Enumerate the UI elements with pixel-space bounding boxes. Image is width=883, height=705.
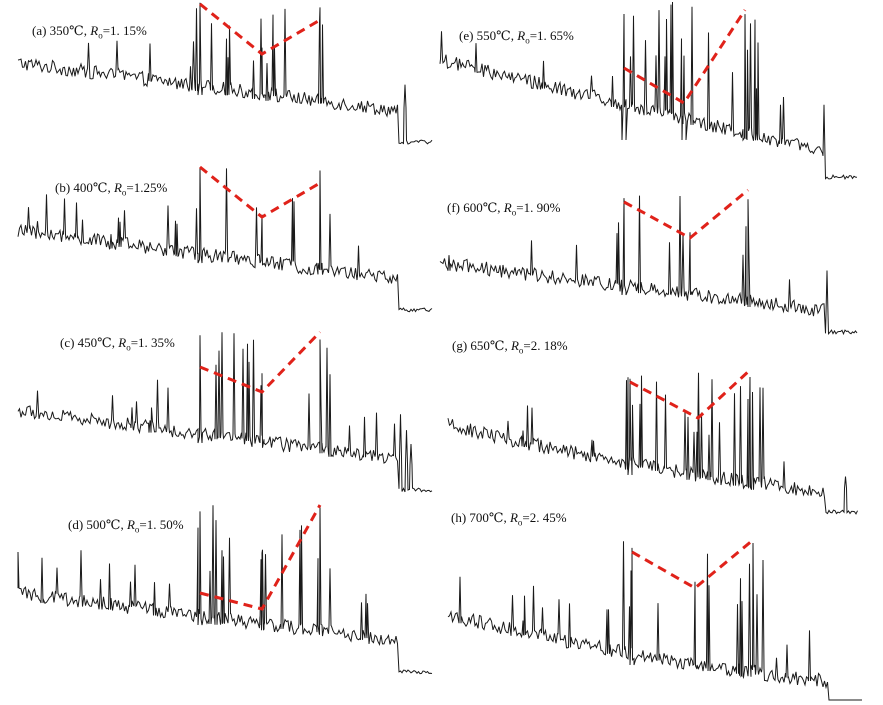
trend-line-a [199,2,321,56]
trend-line-e [623,9,747,106]
panel-f [439,188,858,336]
chromatogram-trace-a [17,2,433,145]
panel-label-f: (f) 600℃, Ro=1. 90% [447,200,561,218]
panel-label-d: (d) 500℃, Ro=1. 50% [68,517,184,535]
trend-line-h [631,538,754,590]
chromatogram-trace-b [17,167,433,313]
chromatogram-trace-e [439,1,858,180]
panel-label-h: (h) 700℃, Ro=2. 45% [451,510,567,528]
trend-line-g [629,368,752,420]
trend-line-f [623,188,749,240]
panel-label-c: (c) 450℃, Ro=1. 35% [60,335,175,353]
panel-label-b: (b) 400℃, Ro=1.25% [55,180,168,198]
chromatogram-trace-h [447,541,862,701]
chromatogram-trace-d [17,505,433,675]
chromatogram-trace-f [439,195,858,336]
panel-d [17,504,433,675]
panel-label-g: (g) 650℃, Ro=2. 18% [452,338,568,356]
panel-a [17,2,433,145]
chromatogram-trace-g [447,372,858,515]
panel-label-e: (e) 550℃, Ro=1. 65% [459,28,574,46]
panel-h [447,538,862,701]
panel-b [17,165,433,313]
panel-g [447,368,858,515]
trend-line-b [199,165,321,219]
trend-line-d [199,504,322,611]
panel-e [439,1,858,180]
panel-c [17,330,433,493]
panel-label-a: (a) 350℃, Ro=1. 15% [32,23,147,41]
trend-line-c [199,330,322,394]
chromatogram-trace-c [17,332,433,493]
